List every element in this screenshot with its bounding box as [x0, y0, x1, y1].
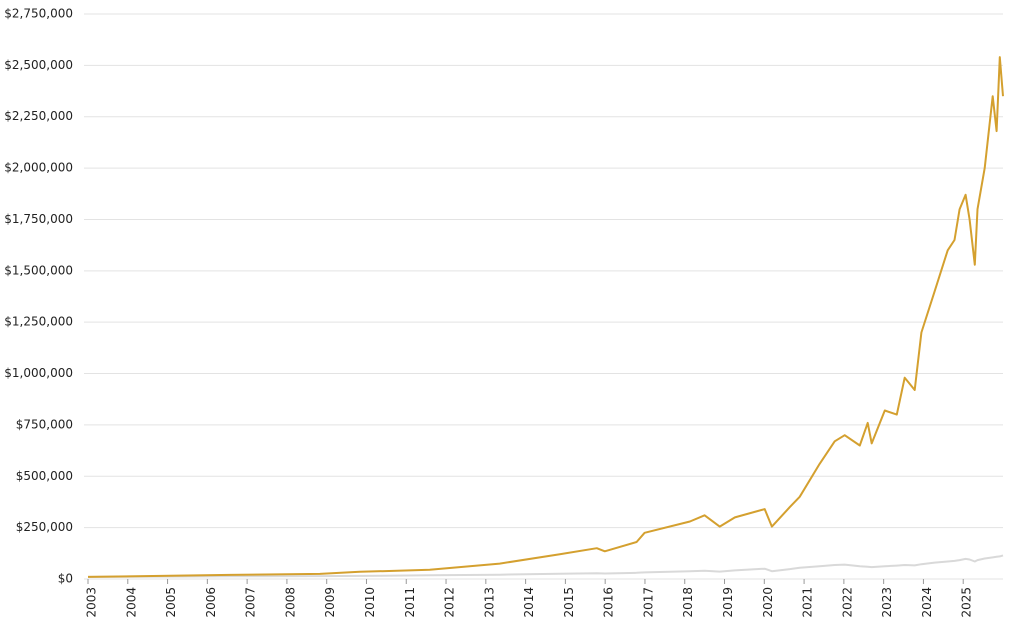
x-tick-label: 2015: [562, 587, 576, 618]
x-tick-label: 2017: [641, 587, 655, 618]
y-tick-label: $0: [58, 572, 73, 586]
x-tick-label: 2006: [204, 587, 218, 618]
y-tick-label: $2,500,000: [4, 58, 73, 72]
y-tick-label: $1,250,000: [4, 315, 73, 329]
y-tick-label: $750,000: [16, 417, 73, 431]
x-tick-label: 2007: [244, 587, 258, 618]
x-tick-label: 2011: [403, 587, 417, 618]
x-tick-label: 2005: [164, 587, 178, 618]
y-tick-label: $1,500,000: [4, 263, 73, 277]
x-tick-label: 2024: [920, 587, 934, 618]
series-line: [87, 554, 1004, 578]
y-tick-label: $2,000,000: [4, 161, 73, 175]
x-tick-label: 2022: [840, 587, 854, 618]
x-tick-label: 2025: [960, 587, 974, 618]
x-tick-label: 2013: [482, 587, 496, 618]
y-tick-label: $250,000: [16, 520, 73, 534]
x-tick-label: 2010: [363, 587, 377, 618]
x-tick-label: 2019: [721, 587, 735, 618]
x-tick-label: 2023: [880, 587, 894, 618]
x-tick-label: 2008: [283, 587, 297, 618]
x-tick-label: 2012: [443, 587, 457, 618]
x-tick-label: 2014: [522, 587, 536, 618]
y-tick-label: $2,750,000: [4, 7, 73, 21]
series-line: [87, 56, 1004, 578]
x-tick-label: 2018: [681, 587, 695, 618]
y-tick-label: $1,000,000: [4, 366, 73, 380]
x-tick-label: 2003: [85, 587, 99, 618]
x-tick-label: 2004: [124, 587, 138, 618]
x-tick-label: 2016: [602, 587, 616, 618]
y-tick-label: $1,750,000: [4, 212, 73, 226]
x-tick-label: 2009: [323, 587, 337, 618]
y-tick-label: $2,250,000: [4, 109, 73, 123]
x-tick-label: 2021: [801, 587, 815, 618]
x-tick-label: 2020: [761, 587, 775, 618]
y-tick-label: $500,000: [16, 469, 73, 483]
